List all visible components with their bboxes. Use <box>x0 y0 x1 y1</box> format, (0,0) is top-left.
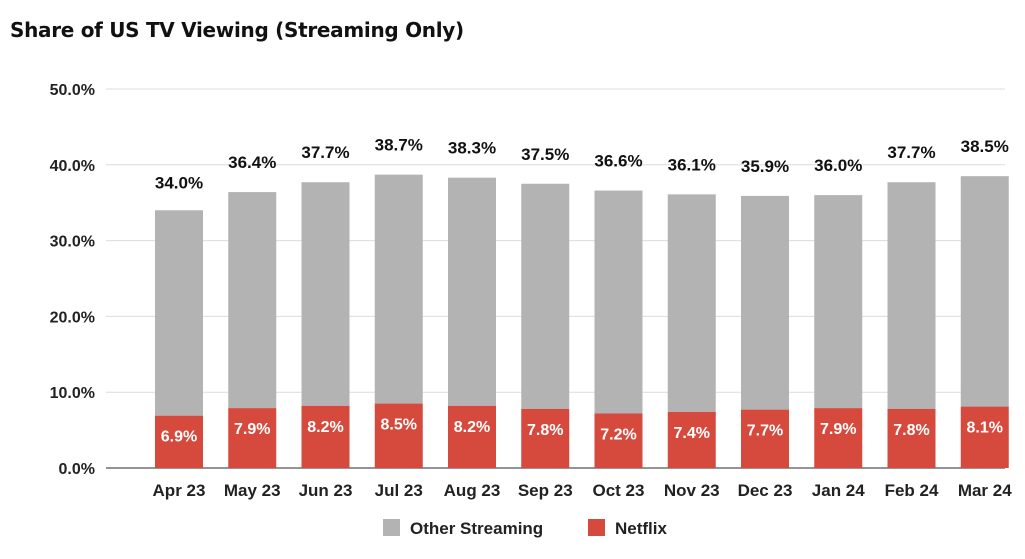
total-data-label: 38.7% <box>375 136 423 155</box>
netflix-data-label: 7.7% <box>747 423 783 440</box>
chart-title: Share of US TV Viewing (Streaming Only) <box>10 18 464 42</box>
bar-netflix <box>155 415 203 468</box>
bar-other-streaming <box>594 190 643 414</box>
x-tick-label: Aug 23 <box>444 481 501 500</box>
bar-netflix <box>814 408 863 468</box>
x-tick-label: Mar 24 <box>958 481 1012 500</box>
y-axis-ticks: 0.0% 10.0% 20.0% 30.0% 40.0% 50.0% <box>50 82 95 478</box>
bar-other-streaming <box>960 176 1009 407</box>
bar-netflix <box>448 405 496 468</box>
total-data-label: 34.0% <box>155 173 203 192</box>
legend-label: Other Streaming <box>410 519 543 538</box>
x-tick-label: Jun 23 <box>299 481 353 500</box>
total-data-label: 37.5% <box>521 145 569 164</box>
x-tick-label: Dec 23 <box>738 481 793 500</box>
total-data-label: 36.6% <box>594 152 642 171</box>
bar-netflix <box>594 413 643 468</box>
netflix-data-label: 7.9% <box>820 421 856 438</box>
bar-other-streaming <box>155 210 203 416</box>
bar-netflix <box>960 406 1009 468</box>
bar-other-streaming <box>374 174 423 404</box>
netflix-data-label: 7.8% <box>527 422 563 439</box>
legend-swatch <box>383 519 400 536</box>
bar-other-streaming <box>521 183 570 409</box>
x-tick-label: Sep 23 <box>518 481 573 500</box>
y-tick-label: 10.0% <box>50 385 95 402</box>
bar-other-streaming <box>741 195 789 410</box>
netflix-data-label: 8.2% <box>307 419 343 436</box>
x-tick-label: Feb 24 <box>885 481 939 500</box>
legend-label: Netflix <box>615 519 668 538</box>
total-data-label: 36.4% <box>228 153 276 172</box>
bar-netflix <box>374 403 423 468</box>
bar-other-streaming <box>667 194 716 412</box>
bar-other-streaming <box>228 192 277 409</box>
x-tick-label: Oct 23 <box>593 481 645 500</box>
y-tick-label: 0.0% <box>59 461 95 478</box>
bar-netflix <box>741 409 789 468</box>
y-tick-label: 20.0% <box>50 309 95 326</box>
bar-other-streaming <box>887 182 936 409</box>
x-tick-label: May 23 <box>224 481 281 500</box>
bar-other-streaming <box>814 195 863 409</box>
total-data-label: 37.7% <box>301 143 349 162</box>
y-tick-label: 40.0% <box>50 158 95 175</box>
x-tick-label: Apr 23 <box>153 481 206 500</box>
netflix-data-label: 8.5% <box>381 417 417 434</box>
x-axis-labels: Apr 23 May 23 Jun 23 Jul 23 Aug 23 Sep 23 Oct … <box>153 481 1013 500</box>
netflix-data-label: 8.1% <box>967 420 1003 437</box>
netflix-data-label: 7.4% <box>674 425 710 442</box>
netflix-data-label: 7.2% <box>600 426 636 443</box>
x-tick-label: Jan 24 <box>812 481 865 500</box>
bar-netflix <box>667 411 716 468</box>
bar-netflix <box>521 408 570 468</box>
y-tick-label: 30.0% <box>50 234 95 251</box>
x-tick-label: Jul 23 <box>375 481 423 500</box>
total-data-label: 38.5% <box>961 137 1009 156</box>
bar-other-streaming <box>301 182 350 406</box>
x-tick-label: Nov 23 <box>664 481 720 500</box>
bar-netflix <box>301 405 350 468</box>
bar-netflix <box>228 408 277 468</box>
total-data-label: 35.9% <box>741 157 789 176</box>
netflix-data-label: 6.9% <box>161 429 197 446</box>
total-data-label: 38.3% <box>448 139 496 158</box>
bar-netflix <box>887 408 936 468</box>
legend: Other Streaming Netflix <box>383 519 668 538</box>
legend-swatch <box>588 519 605 536</box>
total-data-label: 37.7% <box>887 143 935 162</box>
total-data-label: 36.0% <box>814 156 862 175</box>
bar-other-streaming <box>448 177 496 406</box>
bars: 6.9% 34.0% 7.9% 36.4% 8.2% 37.7% 8.5% 38.7% 8.2%… <box>155 136 1009 468</box>
netflix-data-label: 7.9% <box>234 421 270 438</box>
netflix-data-label: 7.8% <box>893 422 929 439</box>
netflix-data-label: 8.2% <box>454 419 490 436</box>
y-tick-label: 50.0% <box>50 82 95 99</box>
total-data-label: 36.1% <box>668 155 716 174</box>
